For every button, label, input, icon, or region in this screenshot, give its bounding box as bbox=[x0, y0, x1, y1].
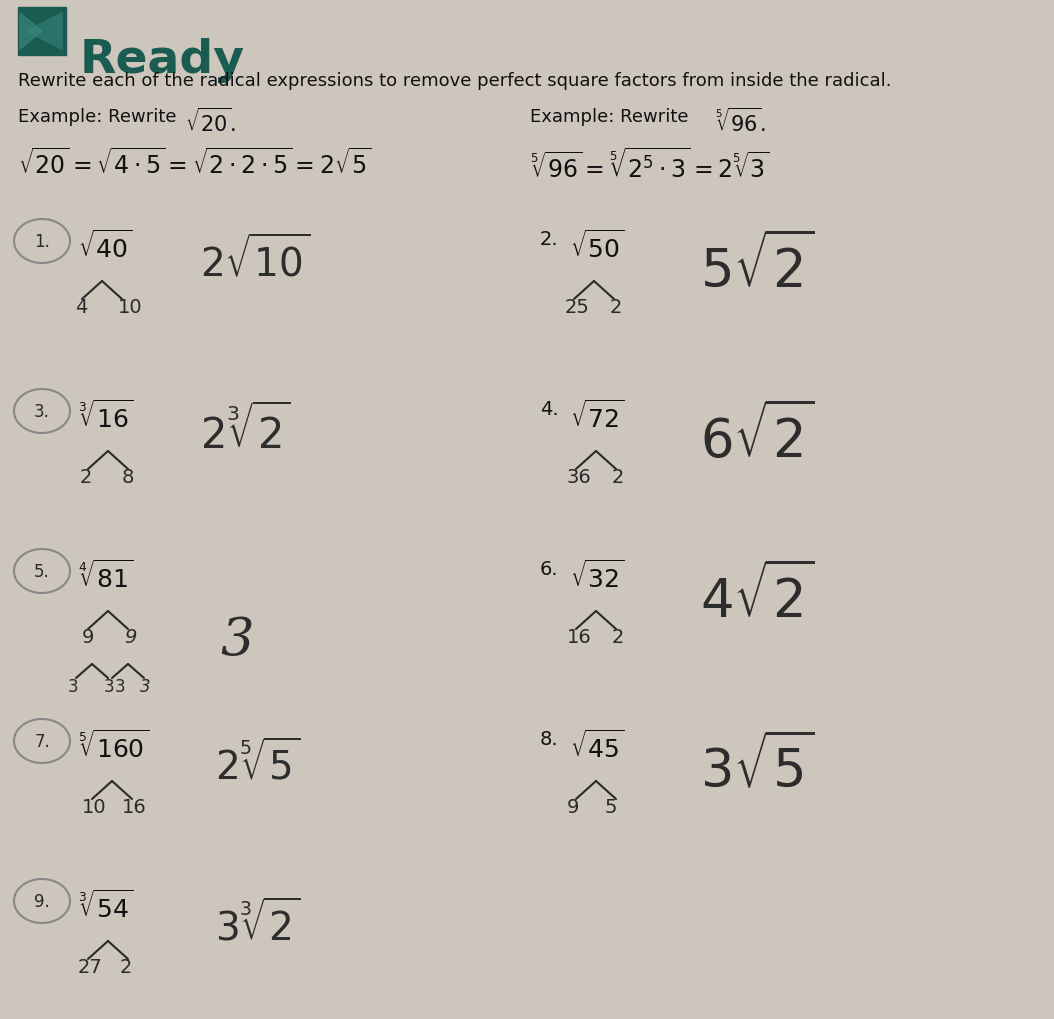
Text: $\sqrt{72}$: $\sqrt{72}$ bbox=[570, 399, 625, 432]
Text: Rewrite each of the radical expressions to remove perfect square factors from in: Rewrite each of the radical expressions … bbox=[18, 72, 892, 90]
Text: $\sqrt[5]{160}$: $\sqrt[5]{160}$ bbox=[78, 730, 149, 762]
Text: 2: 2 bbox=[612, 468, 624, 486]
Text: $\sqrt[5]{96}$.: $\sqrt[5]{96}$. bbox=[715, 108, 766, 137]
Text: 6.: 6. bbox=[540, 559, 559, 579]
Text: 1.: 1. bbox=[34, 232, 50, 251]
Text: 9: 9 bbox=[567, 797, 580, 816]
Text: 10: 10 bbox=[118, 298, 142, 317]
Polygon shape bbox=[20, 14, 42, 50]
Polygon shape bbox=[18, 8, 66, 56]
Text: $2\sqrt[3]{2}$: $2\sqrt[3]{2}$ bbox=[200, 405, 291, 458]
Text: $\sqrt{20} = \sqrt{4 \cdot 5} = \sqrt{2 \cdot 2 \cdot 5} = 2\sqrt{5}$: $\sqrt{20} = \sqrt{4 \cdot 5} = \sqrt{2 … bbox=[18, 148, 371, 178]
Text: 16: 16 bbox=[122, 797, 147, 816]
Text: Example: Rewrite: Example: Rewrite bbox=[18, 108, 182, 126]
Text: 16: 16 bbox=[567, 628, 591, 646]
Text: $5\sqrt{2}$: $5\sqrt{2}$ bbox=[700, 234, 814, 298]
Text: $\sqrt{50}$: $\sqrt{50}$ bbox=[570, 229, 625, 262]
Text: 10: 10 bbox=[82, 797, 106, 816]
Text: Example: Rewrite: Example: Rewrite bbox=[530, 108, 695, 126]
Text: 8: 8 bbox=[122, 468, 134, 486]
Text: $4\sqrt{2}$: $4\sqrt{2}$ bbox=[700, 565, 814, 628]
Text: $\sqrt[4]{81}$: $\sqrt[4]{81}$ bbox=[78, 559, 133, 592]
Polygon shape bbox=[26, 14, 62, 50]
Text: 3: 3 bbox=[140, 678, 151, 695]
Text: $2\sqrt{10}$: $2\sqrt{10}$ bbox=[200, 234, 310, 283]
Text: $3\sqrt{5}$: $3\sqrt{5}$ bbox=[700, 735, 814, 797]
Text: 3: 3 bbox=[69, 678, 79, 695]
Text: $\sqrt[3]{16}$: $\sqrt[3]{16}$ bbox=[78, 399, 133, 432]
Text: 2: 2 bbox=[612, 628, 624, 646]
Text: $\sqrt[5]{96} = \sqrt[5]{2^5 \cdot 3} = 2\sqrt[5]{3}$: $\sqrt[5]{96} = \sqrt[5]{2^5 \cdot 3} = … bbox=[530, 148, 770, 183]
Text: 3: 3 bbox=[115, 678, 125, 695]
Text: 4.: 4. bbox=[540, 399, 559, 419]
Text: 9: 9 bbox=[82, 628, 95, 646]
Text: 2: 2 bbox=[120, 957, 133, 976]
Text: 2.: 2. bbox=[540, 229, 559, 249]
Text: $\sqrt{32}$: $\sqrt{32}$ bbox=[570, 559, 625, 592]
Text: 3: 3 bbox=[220, 614, 254, 665]
Text: 7.: 7. bbox=[34, 733, 50, 750]
Text: 4: 4 bbox=[75, 298, 87, 317]
Text: 25: 25 bbox=[565, 298, 590, 317]
Text: 5: 5 bbox=[605, 797, 618, 816]
Text: Ready: Ready bbox=[80, 38, 245, 83]
Text: 36: 36 bbox=[567, 468, 591, 486]
Text: 5.: 5. bbox=[34, 562, 50, 581]
Text: $6\sqrt{2}$: $6\sqrt{2}$ bbox=[700, 405, 814, 469]
Text: $\sqrt{45}$: $\sqrt{45}$ bbox=[570, 730, 625, 762]
Text: 3.: 3. bbox=[34, 403, 50, 421]
Text: $\sqrt{40}$: $\sqrt{40}$ bbox=[78, 229, 133, 262]
Text: $2\sqrt[5]{5}$: $2\sqrt[5]{5}$ bbox=[215, 739, 300, 787]
Text: $\sqrt[3]{54}$: $\sqrt[3]{54}$ bbox=[78, 890, 133, 922]
Text: 2: 2 bbox=[80, 468, 93, 486]
Text: 9: 9 bbox=[124, 628, 136, 646]
Text: 9.: 9. bbox=[34, 892, 50, 910]
Text: 8.: 8. bbox=[540, 730, 559, 748]
Text: 27: 27 bbox=[78, 957, 102, 976]
Text: $\sqrt{20}$.: $\sqrt{20}$. bbox=[186, 108, 235, 137]
Text: $3\sqrt[3]{2}$: $3\sqrt[3]{2}$ bbox=[215, 899, 300, 948]
Text: 2: 2 bbox=[610, 298, 622, 317]
Text: 3: 3 bbox=[104, 678, 115, 695]
